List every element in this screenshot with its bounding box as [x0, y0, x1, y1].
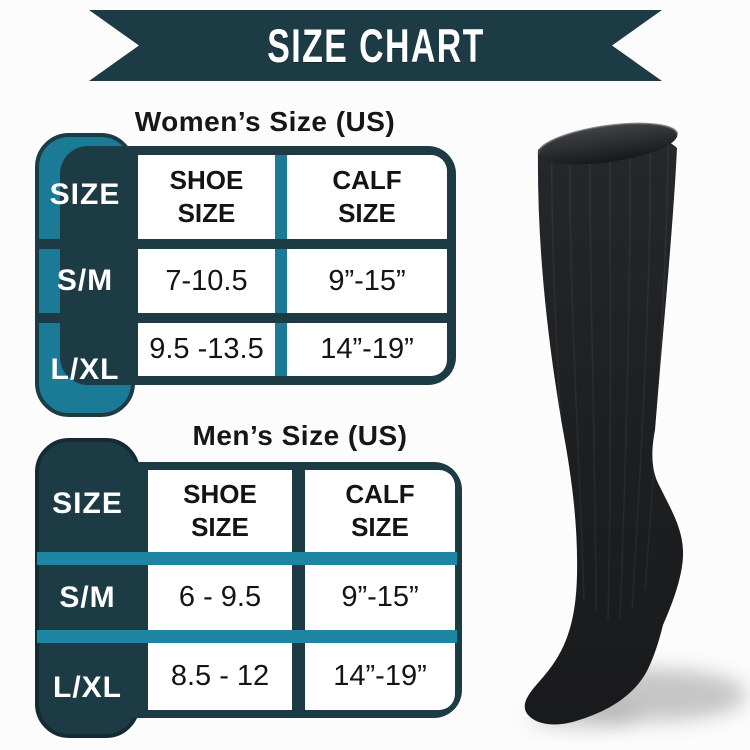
size-chart-ribbon-banner: SIZE CHART: [89, 10, 662, 81]
womens-row-divider: [37, 313, 138, 323]
mens-size-table: SHOE SIZE CALF SIZE 6 - 9.5 9”-15” 8.5 -…: [35, 438, 462, 738]
womens-column-divider: [275, 155, 287, 239]
mens-size-header-label: SIZE: [52, 487, 123, 520]
womens-size-header-label: SIZE: [49, 178, 121, 211]
womens-table-title: Women’s Size (US): [134, 106, 396, 137]
mens-row-label-lxl: L/XL: [53, 671, 122, 704]
mens-calf-size-header: CALF SIZE: [305, 470, 455, 552]
mens-lxl-calf-value: 14”-19”: [305, 643, 455, 710]
womens-lxl-calf-value: 14”-19”: [287, 323, 447, 376]
womens-row-divider: [37, 239, 138, 249]
womens-sm-calf-value: 9”-15”: [287, 249, 447, 313]
womens-column-divider: [275, 323, 287, 376]
mens-sm-shoe-value: 6 - 9.5: [148, 565, 292, 630]
mens-row-label-sm: S/M: [59, 581, 116, 614]
mens-table-title: Men’s Size (US): [192, 420, 408, 451]
mens-lxl-shoe-value: 8.5 - 12: [148, 643, 292, 710]
sock-illustration: [524, 122, 747, 728]
sock-image: [470, 100, 750, 750]
womens-sm-shoe-value: 7-10.5: [138, 249, 275, 313]
mens-sm-calf-value: 9”-15”: [305, 565, 455, 630]
womens-column-divider: [275, 249, 287, 313]
mens-row-divider: [37, 552, 457, 565]
banner-title: SIZE CHART: [266, 19, 485, 72]
womens-size-table: SHOE SIZE CALF SIZE 7-10.5 9”-15” 9.5 -1…: [35, 133, 456, 418]
womens-calf-size-header: CALF SIZE: [287, 155, 447, 239]
womens-row-label-lxl: L/XL: [50, 353, 120, 386]
mens-shoe-size-header: SHOE SIZE: [148, 470, 292, 552]
womens-row-label-sm: S/M: [56, 264, 114, 297]
mens-row-divider: [37, 630, 457, 643]
womens-shoe-size-header: SHOE SIZE: [138, 155, 275, 239]
womens-lxl-shoe-value: 9.5 -13.5: [138, 323, 275, 376]
